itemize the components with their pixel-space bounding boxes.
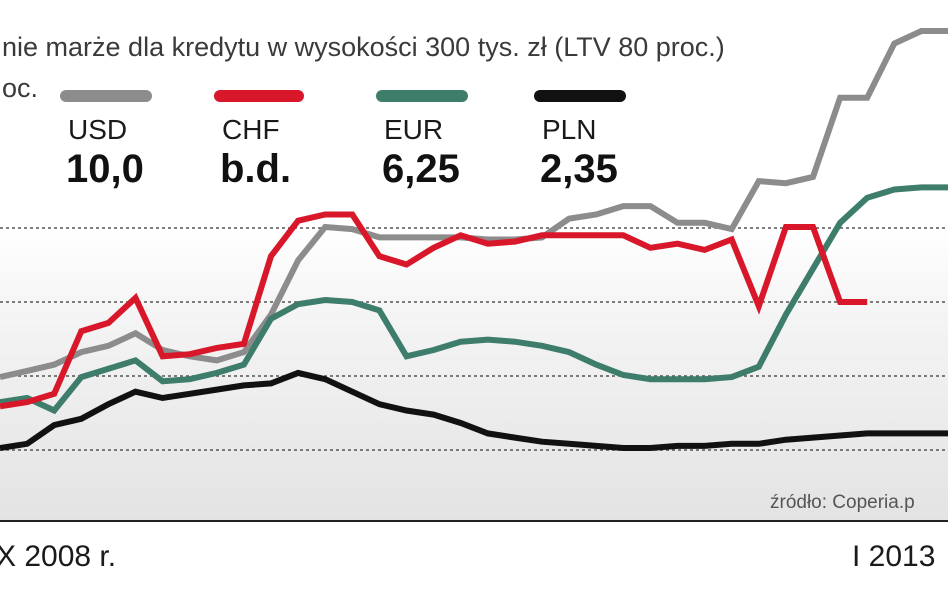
plot-background bbox=[0, 225, 948, 521]
source-note: źródło: Coperia.p bbox=[770, 492, 915, 513]
x-tick-label-start: X 2008 r. bbox=[0, 540, 116, 573]
legend-value-chf: b.d. bbox=[220, 147, 291, 191]
legend-item-chf: CHF b.d. bbox=[214, 90, 304, 191]
legend-label-usd: USD bbox=[68, 114, 127, 145]
legend-label-pln: PLN bbox=[542, 114, 596, 145]
series-layer bbox=[0, 28, 948, 451]
subtitle-line-1: nie marże dla kredytu w wysokości 300 ty… bbox=[2, 32, 725, 62]
x-tick-label-end: I 2013 bbox=[852, 540, 935, 573]
legend-item-usd: USD 10,0 bbox=[60, 90, 152, 191]
legend-value-pln: 2,35 bbox=[540, 147, 618, 191]
legend-label-chf: CHF bbox=[222, 114, 280, 145]
legend: USD 10,0 CHF b.d. EUR 6,25 PLN 2,35 bbox=[60, 90, 626, 191]
series-line-eur bbox=[0, 184, 948, 415]
subtitle-line-2: oc. bbox=[2, 73, 38, 103]
legend-value-usd: 10,0 bbox=[66, 147, 144, 191]
legend-item-eur: EUR 6,25 bbox=[376, 90, 468, 191]
legend-label-eur: EUR bbox=[384, 114, 443, 145]
legend-value-eur: 6,25 bbox=[382, 147, 460, 191]
series-line-pln bbox=[0, 369, 948, 451]
legend-item-pln: PLN 2,35 bbox=[534, 90, 626, 191]
series-line-chf bbox=[0, 211, 868, 410]
